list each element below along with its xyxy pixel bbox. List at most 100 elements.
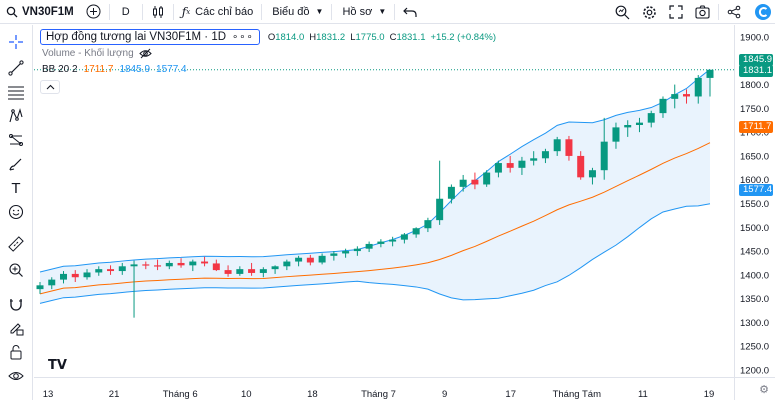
low-value-group: L1775.0 [350, 32, 384, 43]
smiley-icon [8, 204, 24, 220]
brush-tool[interactable] [5, 153, 27, 175]
undo-icon [403, 6, 417, 18]
more-options-icon[interactable]: ∘∘∘ [232, 31, 254, 43]
bb-lower-value: 1577.4 [156, 64, 187, 75]
time-tick-label: Tháng 7 [361, 389, 396, 400]
quick-search-button[interactable] [609, 0, 636, 24]
symbol-title-box[interactable]: Hợp đồng tương lai VN30F1M · 1D ∘∘∘ [40, 29, 260, 45]
indicators-label: Các chỉ báo [195, 5, 254, 18]
time-tick-label: 13 [43, 389, 54, 400]
separator [394, 3, 396, 20]
price-tick-label: 1500.0 [740, 223, 769, 234]
fullscreen-button[interactable] [663, 0, 689, 24]
close-label: C [389, 31, 397, 43]
ruler-tool[interactable] [5, 233, 27, 255]
candle-body [389, 239, 397, 242]
text-icon: T [11, 179, 21, 197]
camera-button[interactable] [689, 0, 716, 24]
candle-body [412, 228, 420, 235]
lower-band-price-tag: 1577.4 [739, 184, 773, 196]
search-icon [6, 6, 18, 18]
text-tool[interactable]: T [5, 177, 27, 199]
fullscreen-icon [669, 5, 683, 19]
candle-body [36, 285, 44, 290]
symbol-search-button[interactable]: VN30F1M [0, 0, 80, 24]
candle-body [565, 139, 573, 156]
chart-style-button[interactable] [145, 0, 171, 24]
lock-drawings-tool[interactable] [5, 317, 27, 339]
axis-settings-icon[interactable]: ⚙ [759, 384, 769, 396]
bollinger-legend[interactable]: BB 20 2 1711.7 1845.9 1577.4 [42, 64, 187, 75]
chart-type-dropdown[interactable]: Biểu đồ ▼ [264, 0, 329, 24]
candle-body [271, 266, 279, 270]
close-value: 1831.1 [396, 31, 426, 43]
hide-tool[interactable] [5, 365, 27, 387]
trend-line-tool[interactable] [5, 57, 27, 79]
profile-dropdown[interactable]: Hồ sơ ▼ [334, 0, 392, 24]
chevron-down-icon: ▼ [315, 7, 324, 16]
candle-body [259, 269, 267, 273]
candle-body [212, 263, 220, 271]
screenshot-icon [695, 5, 710, 19]
volume-legend[interactable]: Volume - Khối lượng [42, 48, 152, 59]
brand-logo[interactable] [747, 0, 775, 24]
fib-tool[interactable] [5, 81, 27, 103]
candle-body [60, 273, 68, 280]
symbol-title: Hợp đồng tương lai VN30F1M · 1D [46, 31, 227, 43]
compare-symbol-button[interactable] [80, 0, 107, 24]
volume-label: Volume - Khối lượng [42, 48, 134, 59]
candle-body [201, 261, 209, 264]
add-circle-icon [86, 4, 101, 19]
chart-pane[interactable]: 1900.01850.01800.01750.01700.01650.01600… [34, 25, 775, 400]
candle-body [682, 94, 690, 97]
chevron-down-icon: ▼ [378, 7, 387, 16]
candle-body [248, 269, 256, 273]
candle-body [471, 179, 479, 185]
candle-body [142, 264, 150, 266]
share-button[interactable] [721, 0, 747, 24]
candle-body [48, 279, 56, 286]
separator [718, 4, 719, 20]
bollinger-fill [40, 69, 710, 304]
time-tick-label: Tháng 6 [163, 389, 198, 400]
zoom-in-icon [8, 262, 24, 278]
price-tick-label: 1800.0 [740, 80, 769, 91]
candle-body [447, 186, 455, 199]
candle-body [71, 273, 79, 278]
time-tick-label: 11 [638, 389, 648, 400]
zoom-in-tool[interactable] [5, 259, 27, 281]
high-label: H [309, 31, 317, 43]
symbol-label: VN30F1M [22, 5, 74, 18]
price-tick-label: 1700.0 [740, 128, 769, 139]
separator [108, 3, 110, 20]
ohlc-values: O1814.0 H1831.2 L1775.0 C1831.1 +15.2 (+… [268, 32, 496, 43]
candle-body [577, 155, 585, 178]
pattern-tool[interactable] [5, 105, 27, 127]
interval-button[interactable]: D [121, 5, 130, 18]
undo-button[interactable] [397, 0, 423, 24]
lock-tool[interactable] [5, 341, 27, 363]
settings-button[interactable] [636, 0, 663, 24]
candle-body [600, 141, 608, 171]
crosshair-tool[interactable] [5, 31, 27, 53]
bb-label: BB 20 2 [42, 64, 78, 75]
collapse-legend-button[interactable] [40, 80, 60, 94]
eye-off-icon[interactable] [138, 48, 152, 59]
candle-body [518, 160, 526, 168]
candle-body [483, 172, 491, 185]
pattern-icon [8, 108, 24, 124]
bollinger-basis-line [39, 142, 711, 295]
candle-body [530, 158, 538, 161]
price-chart[interactable]: 1900.01850.01800.01750.01700.01650.01600… [34, 25, 775, 400]
low-label: L [350, 31, 356, 43]
crosshair-icon [8, 34, 24, 50]
magnifier-icon [615, 5, 630, 20]
magnet-tool[interactable] [5, 293, 27, 315]
emoji-tool[interactable] [5, 201, 27, 223]
forecast-tool[interactable] [5, 129, 27, 151]
candle-body [459, 179, 467, 187]
tradingview-logo[interactable]: TV [48, 358, 67, 373]
separator [172, 3, 174, 20]
